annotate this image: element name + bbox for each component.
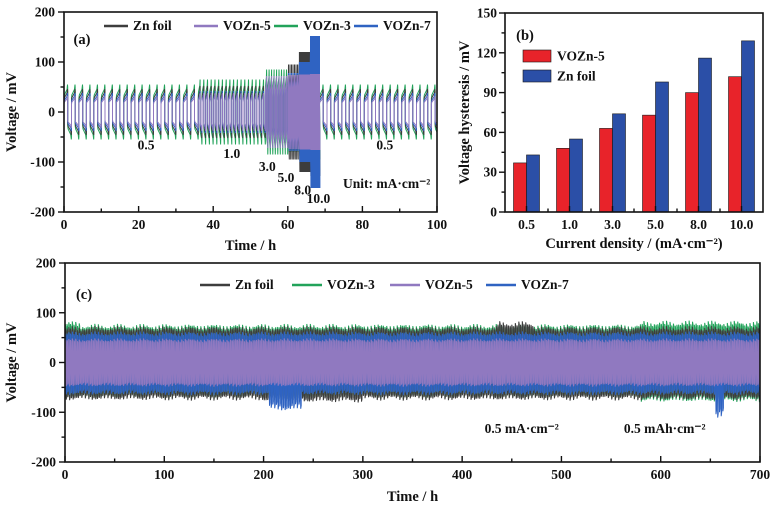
bar-zn-foil-8.0	[698, 57, 712, 213]
x-tick-label: 10.0	[730, 217, 754, 232]
bar-zn-foil-10.0	[741, 40, 755, 213]
x-tick-label: 40	[206, 217, 220, 232]
legend-item-zn-foil: Zn foil	[104, 18, 172, 33]
bar-vozn-5-0.5	[513, 162, 527, 213]
x-axis-label: Time / h	[225, 238, 276, 254]
bar-vozn-5-1.0	[556, 148, 570, 213]
y-axis-label: Voltage / mV	[4, 71, 20, 152]
bar-zn-foil-0.5	[526, 154, 540, 213]
x-tick-label: 200	[253, 467, 274, 482]
bar-zn-foil-1.0	[569, 138, 583, 213]
x-tick-label: 3.0	[604, 217, 621, 232]
y-tick-label: 150	[477, 6, 498, 21]
x-tick-label: 100	[154, 467, 175, 482]
y-tick-label: -200	[31, 455, 56, 470]
x-tick-label: 8.0	[690, 217, 707, 232]
bar-vozn-5-5.0	[642, 114, 656, 213]
legend-label: VOZn-5	[425, 277, 473, 292]
series-vozn5-line	[64, 73, 437, 151]
annotation-text: 8.0	[294, 183, 311, 198]
annotation-text: 1.0	[223, 146, 240, 161]
y-tick-label: 200	[35, 5, 56, 20]
panel-b-voltage-hysteresis-bar-chart: 0 30 60 90 120 150 0.5 1.0 3.0 5.0 8.0 10.0 Current …	[457, 6, 764, 252]
y-axis-label: Voltage hysteresis / mV	[457, 40, 473, 184]
y-tick-label: -200	[30, 205, 55, 220]
y-tick-label: 0	[49, 355, 56, 370]
legend-label: Zn foil	[557, 69, 596, 84]
legend-item-vozn-7: VOZn-7	[486, 277, 569, 292]
legend-item-vozn-7: VOZn-7	[354, 18, 431, 33]
legend-item-zn-foil: Zn foil	[200, 277, 274, 292]
x-tick-label: 20	[132, 217, 146, 232]
y-tick-label: 100	[35, 55, 56, 70]
panel-label: (a)	[74, 32, 91, 48]
x-tick-label: 0	[62, 467, 69, 482]
axis-box	[504, 12, 764, 213]
annotation-text: 10.0	[307, 191, 331, 206]
legend-color-swatch	[522, 69, 552, 83]
legend-label: VOZn-3	[327, 277, 375, 292]
annotation-text: 0.5 mAh·cm⁻²	[624, 421, 706, 436]
legend-color-swatch	[522, 49, 552, 63]
y-tick-label: 30	[484, 165, 498, 180]
bar-vozn-5-8.0	[685, 92, 699, 213]
y-tick-label: -100	[30, 155, 55, 170]
x-tick-label: 300	[353, 467, 374, 482]
x-axis-label: Time / h	[387, 489, 438, 505]
legend-item-vozn-5: VOZn-5	[522, 49, 605, 64]
legend-label: VOZn-7	[521, 277, 569, 292]
bar-vozn-5-3.0	[599, 128, 613, 213]
legend-label: Zn foil	[235, 277, 274, 292]
legend-label: Zn foil	[133, 18, 172, 33]
x-tick-label: 60	[281, 217, 295, 232]
bar-vozn-5-10.0	[728, 76, 742, 213]
x-tick-label: 500	[551, 467, 572, 482]
y-tick-label: 200	[36, 256, 57, 271]
panel-a-voltage-time-chart: -200 -100 0 100 200 0 20 40 60 80 100 Time / h Volta…	[4, 5, 448, 255]
legend-label: VOZn-5	[223, 18, 271, 33]
bar-zn-foil-5.0	[655, 81, 669, 213]
x-tick-label: 0.5	[518, 217, 535, 232]
series-vozn5-line	[65, 338, 760, 387]
legend-item-vozn-3: VOZn-3	[274, 18, 351, 33]
x-tick-label: 700	[750, 467, 771, 482]
annotation-text: 5.0	[277, 170, 294, 185]
y-tick-label: -100	[31, 405, 56, 420]
series-group	[64, 35, 437, 189]
legend-item-zn-foil: Zn foil	[522, 69, 596, 84]
y-tick-label: 100	[36, 305, 57, 320]
panel-label: (b)	[516, 28, 534, 44]
y-axis-label: Voltage / mV	[4, 322, 20, 403]
annotation-text: 0.5	[138, 138, 155, 153]
y-tick-label: 0	[48, 105, 55, 120]
x-axis-label: Current density / (mA·cm⁻²)	[545, 236, 722, 252]
annotation-text: Unit: mA·cm⁻²	[343, 176, 430, 191]
legend-label: VOZn-3	[303, 18, 351, 33]
x-tick-label: 0	[61, 217, 68, 232]
y-tick-label: 90	[484, 85, 498, 100]
y-tick-label: 120	[477, 45, 498, 60]
bar-zn-foil-3.0	[612, 113, 626, 213]
series-vozn7-line	[65, 331, 760, 418]
legend-item-vozn-3: VOZn-3	[292, 277, 375, 292]
legend-item-vozn-5: VOZn-5	[390, 277, 473, 292]
y-tick-label: 0	[490, 205, 497, 220]
annotation-text: 3.0	[259, 159, 276, 174]
x-tick-label: 5.0	[647, 217, 664, 232]
y-tick-label: 60	[484, 125, 498, 140]
annotation-text: 0.5	[376, 138, 393, 153]
x-tick-label: 600	[651, 467, 672, 482]
x-tick-label: 100	[427, 217, 448, 232]
legend-label: VOZn-7	[383, 18, 431, 33]
x-tick-label: 400	[452, 467, 473, 482]
x-tick-label: 1.0	[561, 217, 578, 232]
legend-item-vozn-5: VOZn-5	[194, 18, 271, 33]
annotation-text: 0.5 mA·cm⁻²	[485, 421, 559, 436]
x-tick-label: 80	[356, 217, 370, 232]
panel-label: (c)	[76, 287, 92, 303]
panel-c-long-term-cycling-chart: -200 -100 0 100 200 0 100 200 300 400 500 600 700 Tim…	[4, 256, 771, 506]
series-group	[65, 320, 760, 418]
legend-label: VOZn-5	[557, 49, 605, 64]
